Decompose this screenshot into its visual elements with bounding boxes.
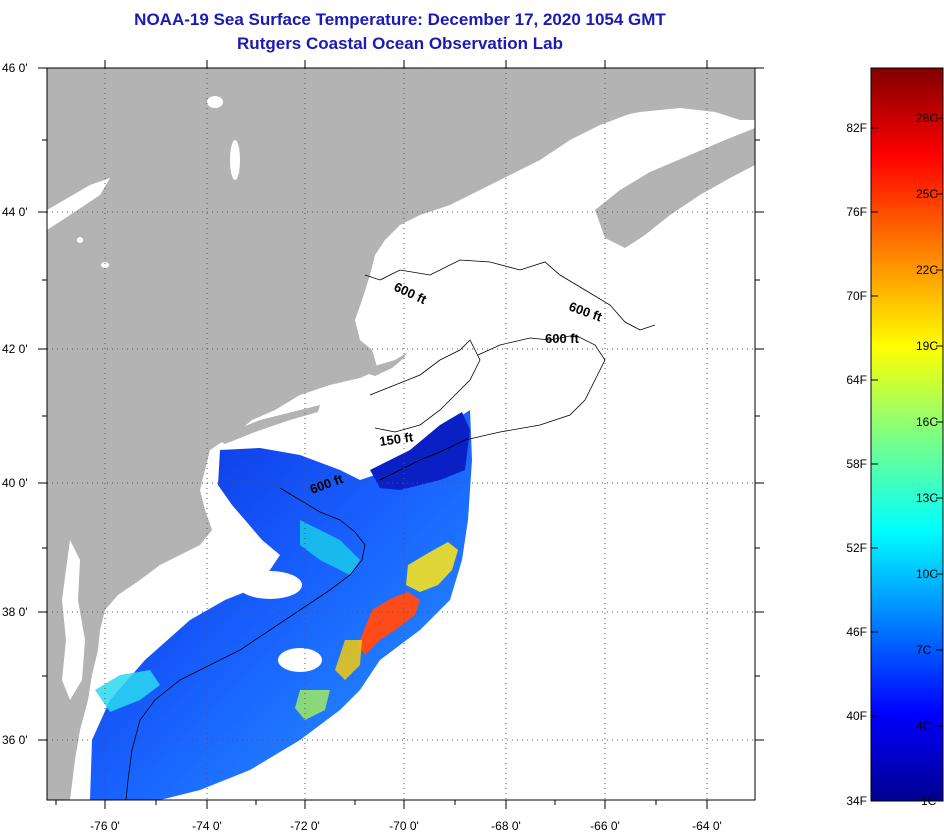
cbar-c-25: 25C — [916, 187, 938, 201]
lon-label-74: -74 0' — [192, 819, 222, 832]
lat-label-36: 36 0' — [2, 733, 28, 747]
sst-cold-band — [370, 412, 470, 490]
land-mainland — [47, 68, 755, 800]
cbar-c-1: 1C — [921, 794, 937, 808]
contour-600ft-georges — [379, 334, 606, 481]
map-subtitle: Rutgers Coastal Ocean Observation Lab — [237, 34, 563, 53]
sst-gulfstream-warm — [358, 592, 420, 655]
lat-lon-grid — [47, 68, 755, 800]
cbar-c-16: 16C — [916, 415, 938, 429]
cbar-f-70: 70F — [846, 289, 867, 303]
lon-label-70: -70 0' — [389, 819, 419, 832]
lon-label-72: -72 0' — [290, 819, 320, 832]
cbar-c-4: 4C — [916, 719, 932, 733]
sst-swath-main — [90, 410, 472, 800]
contour-600ft-north — [364, 259, 656, 331]
lat-axis — [38, 67, 764, 741]
contour-600ft-shelf — [125, 487, 366, 800]
cbar-f-76: 76F — [846, 205, 867, 219]
cbar-c-10: 10C — [916, 567, 938, 581]
colorbar — [870, 67, 944, 802]
land-canada-north — [560, 68, 755, 130]
lon-label-66: -66 0' — [590, 819, 620, 832]
cbar-c-13: 13C — [916, 491, 938, 505]
cbar-c-22: 22C — [916, 263, 938, 277]
lat-label-42: 42 0' — [2, 342, 28, 356]
contour-label-4: 150 ft — [378, 429, 414, 449]
colorbar-f-labels: 82F 76F 70F 64F 58F 52F 46F 40F 34F — [846, 121, 867, 808]
cbar-c-19: 19C — [916, 339, 938, 353]
cbar-f-58: 58F — [846, 457, 867, 471]
cbar-f-40: 40F — [846, 709, 867, 723]
cbar-c-28: 28C — [916, 111, 938, 125]
land-cape-cod — [362, 345, 412, 376]
colorbar-ticks — [871, 117, 943, 727]
land-long-island — [215, 405, 320, 444]
contour-150ft — [369, 339, 481, 433]
lon-label-76: -76 0' — [90, 819, 120, 832]
lon-label-64: -64 0' — [692, 819, 722, 832]
lat-label-44: 44 0' — [2, 205, 28, 219]
cbar-f-82: 82F — [846, 121, 867, 135]
cbar-f-34: 34F — [846, 794, 867, 808]
cbar-f-52: 52F — [846, 541, 867, 555]
sst-cyan-plume — [95, 670, 160, 712]
lon-axis — [55, 60, 708, 809]
land-nova-scotia — [595, 128, 755, 248]
cbar-c-7: 7C — [916, 643, 932, 657]
colorbar-c-labels: 28C 25C 22C 19C 16C 13C 10C 7C 4C 1C — [916, 111, 938, 808]
lat-label-38: 38 0' — [2, 605, 28, 619]
lat-label-40: 40 0' — [2, 476, 28, 490]
lat-label-46: 46 0' — [2, 61, 28, 75]
map-frame — [46, 67, 756, 801]
lon-label-68: -68 0' — [491, 819, 521, 832]
contour-label-3: 600 ft — [545, 331, 580, 346]
sst-gulfstream-yellow — [406, 542, 458, 592]
cbar-f-46: 46F — [846, 625, 867, 639]
map-title: NOAA-19 Sea Surface Temperature: Decembe… — [134, 10, 666, 29]
cbar-f-64: 64F — [846, 373, 867, 387]
